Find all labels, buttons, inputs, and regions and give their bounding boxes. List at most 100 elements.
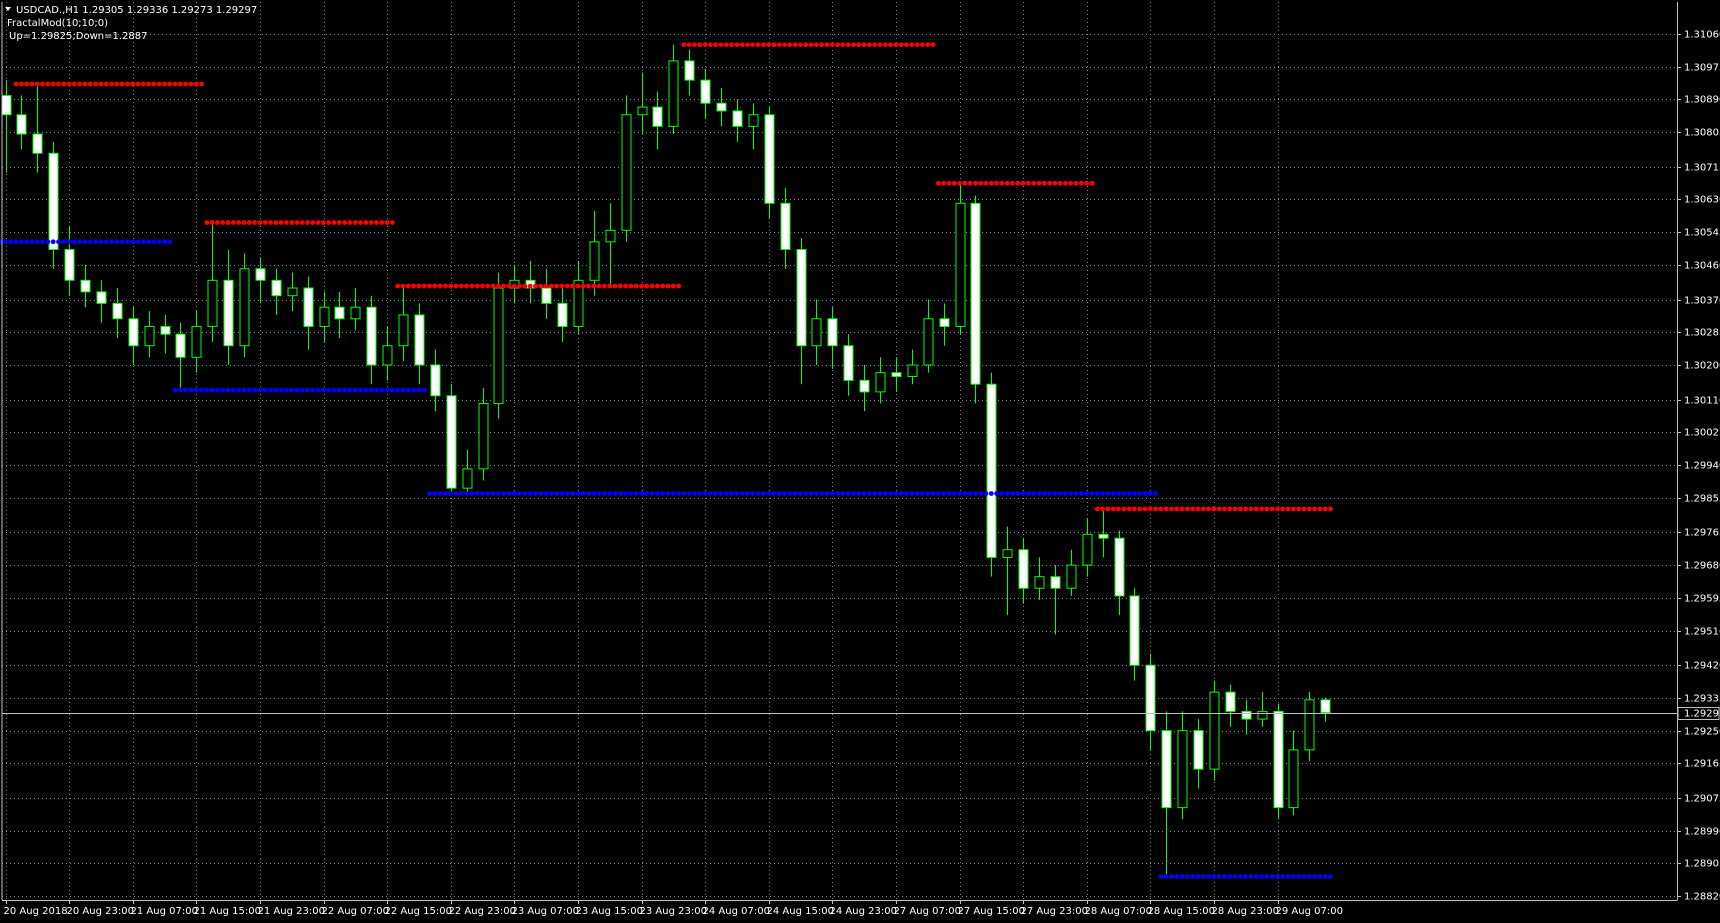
up-fractal-dot [1057,180,1063,186]
down-fractal-dot [305,387,310,393]
up-fractal-dot [761,42,766,48]
up-fractal-dot [734,42,740,48]
candle-body [207,279,218,327]
down-fractal-dot [612,491,618,496]
down-fractal-dot [1185,874,1190,879]
up-fractal-dot [151,81,157,87]
up-fractal-dot [1285,506,1291,512]
up-fractal-dot [670,283,676,289]
down-fractal-dot [209,387,215,393]
down-fractal-dot [331,387,337,393]
up-fractal-dot [713,42,719,48]
up-fractal-dot [750,42,756,48]
up-fractal-dot [1153,506,1158,512]
down-fractal-dot [829,491,835,496]
up-fractal-dot [1317,506,1323,512]
down-fractal-dot [617,491,623,496]
y-tick-label: 1.29765 [1684,528,1720,539]
indicator-values: Up=1.29825;Down=1.2887 [9,31,147,42]
up-fractal-dot [395,283,401,289]
up-fractal-dot [125,81,130,87]
down-fractal-dot [1179,874,1185,879]
x-tick-label: 22 Aug 15:00 [385,906,452,917]
up-fractal-dot [1232,506,1238,512]
candle-body [398,314,409,347]
down-fractal-dot [1306,874,1312,879]
down-fractal-dot [1031,491,1037,496]
down-fractal-dot [644,491,650,496]
down-fractal-dot [1285,874,1291,879]
up-fractal-dot [34,81,40,87]
candle-body [1018,549,1029,589]
candle-body [859,379,870,393]
down-fractal-dot [750,491,756,496]
up-fractal-dot [289,220,295,225]
candle-body [16,114,27,135]
down-fractal-dot [602,491,607,496]
up-fractal-dot [1126,506,1132,512]
down-fractal-dot [1253,874,1259,879]
down-fractal-dot [962,491,968,496]
up-fractal-dot [819,42,825,48]
y-tick-label: 1.30890 [1684,95,1720,106]
down-fractal-dot [193,387,199,393]
candle-body [1,95,12,116]
up-fractal-dot [999,180,1005,186]
up-fractal-dot [363,220,369,225]
up-fractal-dot [140,81,146,87]
up-fractal-dot [1158,506,1164,512]
down-fractal-dot [713,491,719,496]
up-fractal-dot [596,283,602,289]
up-fractal-dot [665,283,671,289]
down-fractal-dot [453,491,459,496]
up-fractal-dot [464,283,469,289]
down-fractal-dot [856,491,862,496]
up-fractal-dot [925,42,931,48]
down-fractal-dot [284,387,289,393]
down-fractal-dot [119,239,125,245]
down-fractal-dot [87,239,93,245]
down-fractal-dot [761,491,766,496]
up-fractal-dot [257,220,263,225]
down-fractal-dot [1004,491,1010,496]
collapse-icon[interactable] [5,7,11,11]
up-fractal-dot [246,220,252,225]
up-fractal-dot [920,42,925,48]
up-fractal-dot [390,220,395,225]
down-fractal-dot [1301,874,1307,879]
down-fractal-dot [893,491,899,496]
candle-body [637,106,648,116]
down-fractal-dot [427,491,432,496]
down-fractal-dot [935,491,941,496]
down-fractal-dot [72,239,77,245]
up-fractal-dot [1137,506,1143,512]
up-fractal-dot [1216,506,1222,512]
candle-body [827,318,838,347]
candle-body [891,372,902,378]
up-fractal-dot [443,283,448,289]
y-tick-label: 1.28905 [1684,859,1720,870]
candle-body [493,287,504,404]
up-fractal-dot [1185,506,1190,512]
down-fractal-dot [162,239,167,245]
down-fractal-dot [1052,491,1058,496]
down-fractal-dot [1132,491,1137,496]
down-fractal-dot [517,491,522,496]
candle-body [1145,664,1156,732]
up-fractal-dot [559,283,565,289]
up-fractal-dot [458,283,464,289]
up-fractal-dot [400,283,406,289]
candle-body [462,468,473,489]
down-fractal-dot [1026,491,1031,496]
up-fractal-dot [729,42,734,48]
down-fractal-dot [188,387,194,393]
up-fractal-dot [501,283,507,289]
down-fractal-dot [443,491,448,496]
up-fractal-dot [284,220,289,225]
down-fractal-dot [824,491,830,496]
down-fractal-dot [591,491,597,496]
down-fractal-dot [845,491,851,496]
down-fractal-dot [363,387,369,393]
down-fractal-dot [729,491,734,496]
